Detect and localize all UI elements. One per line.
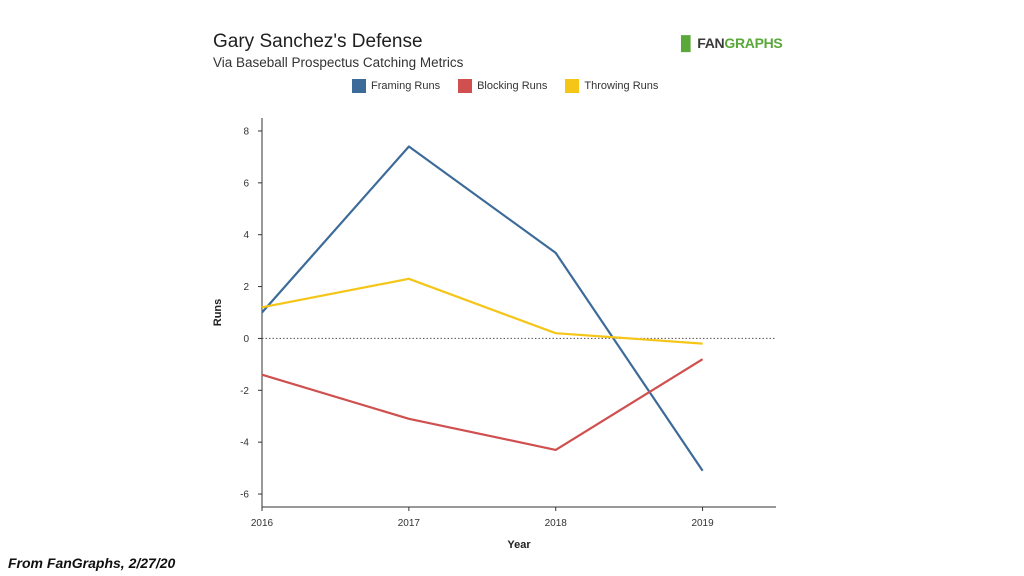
legend-swatch [352,79,366,93]
x-tick-label: 2019 [691,518,714,529]
x-tick-label: 2017 [398,518,421,529]
x-tick-label: 2018 [545,518,568,529]
y-tick-label: 2 [243,282,249,293]
series-line-throwing-runs [261,277,703,345]
legend-label: Blocking Runs [477,80,548,92]
legend-item-blocking: Blocking Runs [458,79,547,93]
x-axis-label: Year [507,539,531,551]
y-tick-label: -4 [240,438,249,449]
legend-label: Framing Runs [371,80,441,92]
y-tick-label: 8 [243,126,249,137]
legend-swatch [458,79,473,93]
fangraphs-logo: ▐▌ FANGRAPHS [676,35,783,51]
chart-subtitle: Via Baseball Prospectus Catching Metrics [213,55,464,70]
y-tick-label: 6 [243,178,249,189]
series-line-blocking-runs [261,358,704,451]
legend-item-framing: Framing Runs [352,79,440,93]
legend-item-throwing: Throwing Runs [565,79,658,93]
y-tick-label: 0 [243,334,249,345]
legend-label: Throwing Runs [584,80,659,92]
series-line-framing-runs [261,145,704,472]
fangraphs-logo-icon: ▐▌ [676,35,696,51]
y-tick-label: 4 [243,230,249,241]
y-tick-label: -6 [240,490,249,501]
x-tick-label: 2016 [251,518,274,529]
legend-swatch [565,79,580,93]
y-tick-label: -2 [240,386,249,397]
logo-text-graphs: GRAPHS [724,35,783,51]
chart-title: Gary Sanchez's Defense [213,31,423,52]
y-axis-label: Runs [212,299,224,327]
chart-legend: Framing Runs Blocking Runs Throwing Runs [352,79,658,93]
source-caption: From FanGraphs, 2/27/20 [8,555,176,571]
logo-text-fan: FAN [697,35,725,51]
